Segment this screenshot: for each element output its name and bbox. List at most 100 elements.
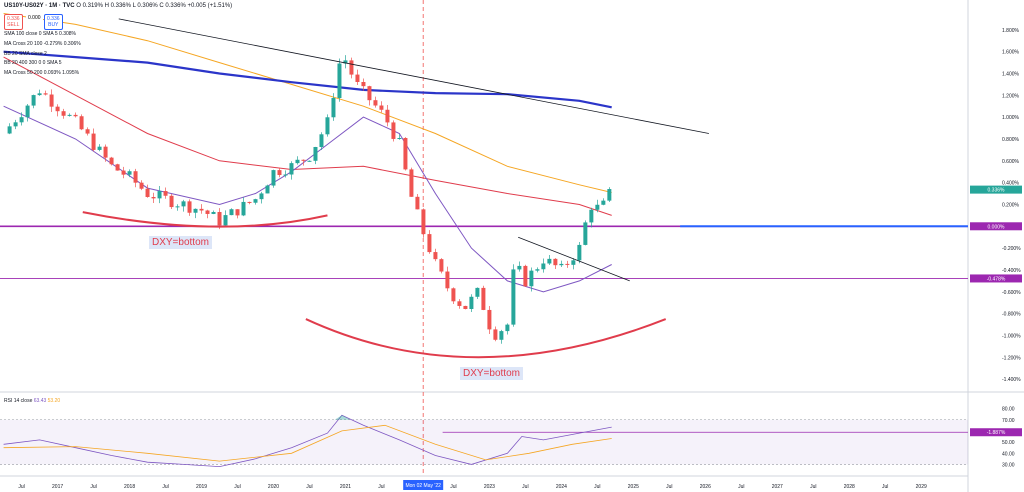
candle[interactable] xyxy=(553,258,558,270)
candle[interactable] xyxy=(601,198,606,206)
buy-button[interactable]: 0.336 BUY xyxy=(44,14,63,30)
rsi-line-ma[interactable] xyxy=(3,424,612,462)
candle[interactable] xyxy=(79,114,84,131)
candle[interactable] xyxy=(577,242,582,264)
candle[interactable] xyxy=(529,267,534,292)
candle[interactable] xyxy=(409,167,414,197)
candle[interactable] xyxy=(361,78,366,91)
label-dxy-bottom-left[interactable]: DXY=bottom xyxy=(149,236,212,249)
candle[interactable] xyxy=(583,220,588,246)
sell-button[interactable]: 0.336 SELL xyxy=(4,14,23,30)
candle[interactable] xyxy=(445,266,450,292)
candle[interactable] xyxy=(31,94,36,109)
indicator-sma100[interactable]: SMA 100 close 0 SMA 5 0.308% xyxy=(4,31,76,37)
candle[interactable] xyxy=(403,137,408,171)
candle[interactable] xyxy=(595,199,600,213)
candle[interactable] xyxy=(13,119,18,130)
candle[interactable] xyxy=(109,156,114,166)
candle[interactable] xyxy=(265,184,270,194)
candle[interactable] xyxy=(421,208,426,238)
candle[interactable] xyxy=(379,101,384,113)
candle[interactable] xyxy=(589,207,594,228)
candle[interactable] xyxy=(319,132,324,150)
candle[interactable] xyxy=(7,123,12,135)
candle[interactable] xyxy=(355,69,360,85)
candle[interactable] xyxy=(205,209,210,219)
candle[interactable] xyxy=(253,198,258,205)
candle[interactable] xyxy=(229,208,234,216)
rsi-pane[interactable] xyxy=(0,414,968,468)
candle[interactable] xyxy=(517,261,522,272)
candle[interactable] xyxy=(199,204,204,214)
candle[interactable] xyxy=(391,120,396,142)
candle[interactable] xyxy=(91,128,96,152)
candle[interactable] xyxy=(307,160,312,162)
candle[interactable] xyxy=(523,264,528,288)
candle[interactable] xyxy=(301,159,306,166)
candle[interactable] xyxy=(187,199,192,216)
candle[interactable] xyxy=(565,260,570,268)
candle[interactable] xyxy=(181,199,186,212)
candle[interactable] xyxy=(55,104,60,117)
candle[interactable] xyxy=(367,85,372,106)
candle[interactable] xyxy=(487,305,492,335)
candle[interactable] xyxy=(85,127,90,136)
main-pane[interactable] xyxy=(0,0,968,476)
candle[interactable] xyxy=(313,146,318,165)
candle[interactable] xyxy=(61,108,66,119)
candle[interactable] xyxy=(559,260,564,268)
candle[interactable] xyxy=(271,169,276,188)
candle[interactable] xyxy=(247,201,252,205)
candle[interactable] xyxy=(37,89,42,96)
candle[interactable] xyxy=(223,210,228,227)
candle[interactable] xyxy=(325,114,330,137)
candle[interactable] xyxy=(295,156,300,165)
trendline-2[interactable] xyxy=(518,236,630,282)
candle[interactable] xyxy=(373,96,378,108)
candle[interactable] xyxy=(457,299,462,309)
candle[interactable] xyxy=(475,287,480,300)
series-line-ma-200[interactable] xyxy=(3,50,612,109)
candle[interactable] xyxy=(535,267,540,273)
candle[interactable] xyxy=(505,323,510,335)
candle[interactable] xyxy=(547,255,552,265)
candle[interactable] xyxy=(499,329,504,344)
candle[interactable] xyxy=(19,112,24,126)
rsi-line-value[interactable] xyxy=(3,414,612,468)
candle[interactable] xyxy=(67,113,72,117)
candle[interactable] xyxy=(283,170,288,178)
indicator-ma-cross-50-200[interactable]: MA Cross 50 200 0.093% 1.095% xyxy=(4,70,80,76)
candle[interactable] xyxy=(175,204,180,211)
candle[interactable] xyxy=(397,134,402,140)
candle[interactable] xyxy=(211,210,216,215)
candle[interactable] xyxy=(385,104,390,127)
candle[interactable] xyxy=(433,248,438,262)
candle[interactable] xyxy=(127,169,132,178)
candle[interactable] xyxy=(571,258,576,270)
candle[interactable] xyxy=(157,185,162,204)
candle[interactable] xyxy=(481,285,486,311)
candle[interactable] xyxy=(139,180,144,191)
symbol-title[interactable]: US10Y-US02Y · 1M · TVC xyxy=(4,3,75,9)
bottom-arc-center[interactable] xyxy=(305,318,667,359)
candle[interactable] xyxy=(115,163,120,171)
candle[interactable] xyxy=(133,168,138,188)
candle[interactable] xyxy=(49,89,54,112)
indicator-ma-cross-20-100[interactable]: MA Cross 20 100 -0.279% 0.306% xyxy=(4,41,81,47)
candle[interactable] xyxy=(241,197,246,217)
candle[interactable] xyxy=(163,187,168,199)
candle[interactable] xyxy=(121,166,126,179)
candle[interactable] xyxy=(193,208,198,219)
candle[interactable] xyxy=(331,93,336,121)
candle[interactable] xyxy=(439,258,444,274)
candle[interactable] xyxy=(73,112,78,118)
candle[interactable] xyxy=(43,90,48,96)
label-dxy-bottom-center[interactable]: DXY=bottom xyxy=(460,367,523,380)
candle[interactable] xyxy=(451,287,456,304)
candle[interactable] xyxy=(289,161,294,180)
indicator-bb-400[interactable]: BB 20 400 300 0 0 SMA 5 xyxy=(4,60,62,66)
candle[interactable] xyxy=(277,167,282,178)
bottom-arc-left[interactable] xyxy=(82,211,328,228)
candle[interactable] xyxy=(469,294,474,313)
